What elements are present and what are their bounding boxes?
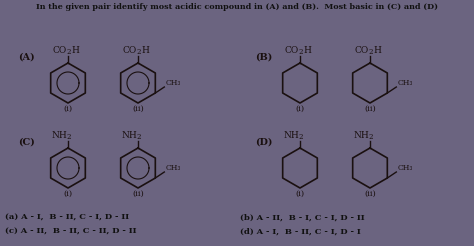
Text: (a) A - I,  B - II, C - I, D - II: (a) A - I, B - II, C - I, D - II <box>5 214 129 222</box>
Text: 2: 2 <box>137 48 142 56</box>
Text: (i): (i) <box>295 190 305 198</box>
Text: (i): (i) <box>64 105 73 113</box>
Text: (ii): (ii) <box>364 105 376 113</box>
Text: (i): (i) <box>295 105 305 113</box>
Text: (ii): (ii) <box>364 190 376 198</box>
Text: H: H <box>141 46 149 55</box>
Text: 2: 2 <box>67 48 72 56</box>
Text: NH: NH <box>353 131 369 140</box>
Text: (i): (i) <box>64 190 73 198</box>
Text: (c) A - II,  B - II, C - II, D - II: (c) A - II, B - II, C - II, D - II <box>5 228 137 236</box>
Text: NH: NH <box>283 131 299 140</box>
Text: 2: 2 <box>369 133 374 141</box>
Text: H: H <box>373 46 381 55</box>
Text: (b) A - II,  B - I, C - I, D - II: (b) A - II, B - I, C - I, D - II <box>240 214 365 222</box>
Text: CH₃: CH₃ <box>397 164 413 172</box>
Text: In the given pair identify most acidic compound in (A) and (B).  Most basic in (: In the given pair identify most acidic c… <box>36 3 438 11</box>
Text: 2: 2 <box>137 133 142 141</box>
Text: (ii): (ii) <box>132 190 144 198</box>
Text: (ii): (ii) <box>132 105 144 113</box>
Text: CO: CO <box>123 46 137 55</box>
Text: CO: CO <box>355 46 369 55</box>
Text: (d) A - I,  B - II, C - I, D - I: (d) A - I, B - II, C - I, D - I <box>240 228 361 236</box>
Text: 2: 2 <box>369 48 374 56</box>
Text: 2: 2 <box>299 133 303 141</box>
Text: 2: 2 <box>67 133 72 141</box>
Text: (C): (C) <box>18 138 35 147</box>
Text: H: H <box>303 46 311 55</box>
Text: CO: CO <box>285 46 299 55</box>
Text: NH: NH <box>51 131 67 140</box>
Text: (D): (D) <box>255 138 273 147</box>
Text: CH₃: CH₃ <box>397 79 413 87</box>
Text: CO: CO <box>53 46 67 55</box>
Text: (B): (B) <box>255 53 272 62</box>
Text: CH₃: CH₃ <box>165 164 181 172</box>
Text: 2: 2 <box>299 48 303 56</box>
Text: H: H <box>71 46 79 55</box>
Text: (A): (A) <box>18 53 35 62</box>
Text: NH: NH <box>121 131 137 140</box>
Text: CH₃: CH₃ <box>165 79 181 87</box>
